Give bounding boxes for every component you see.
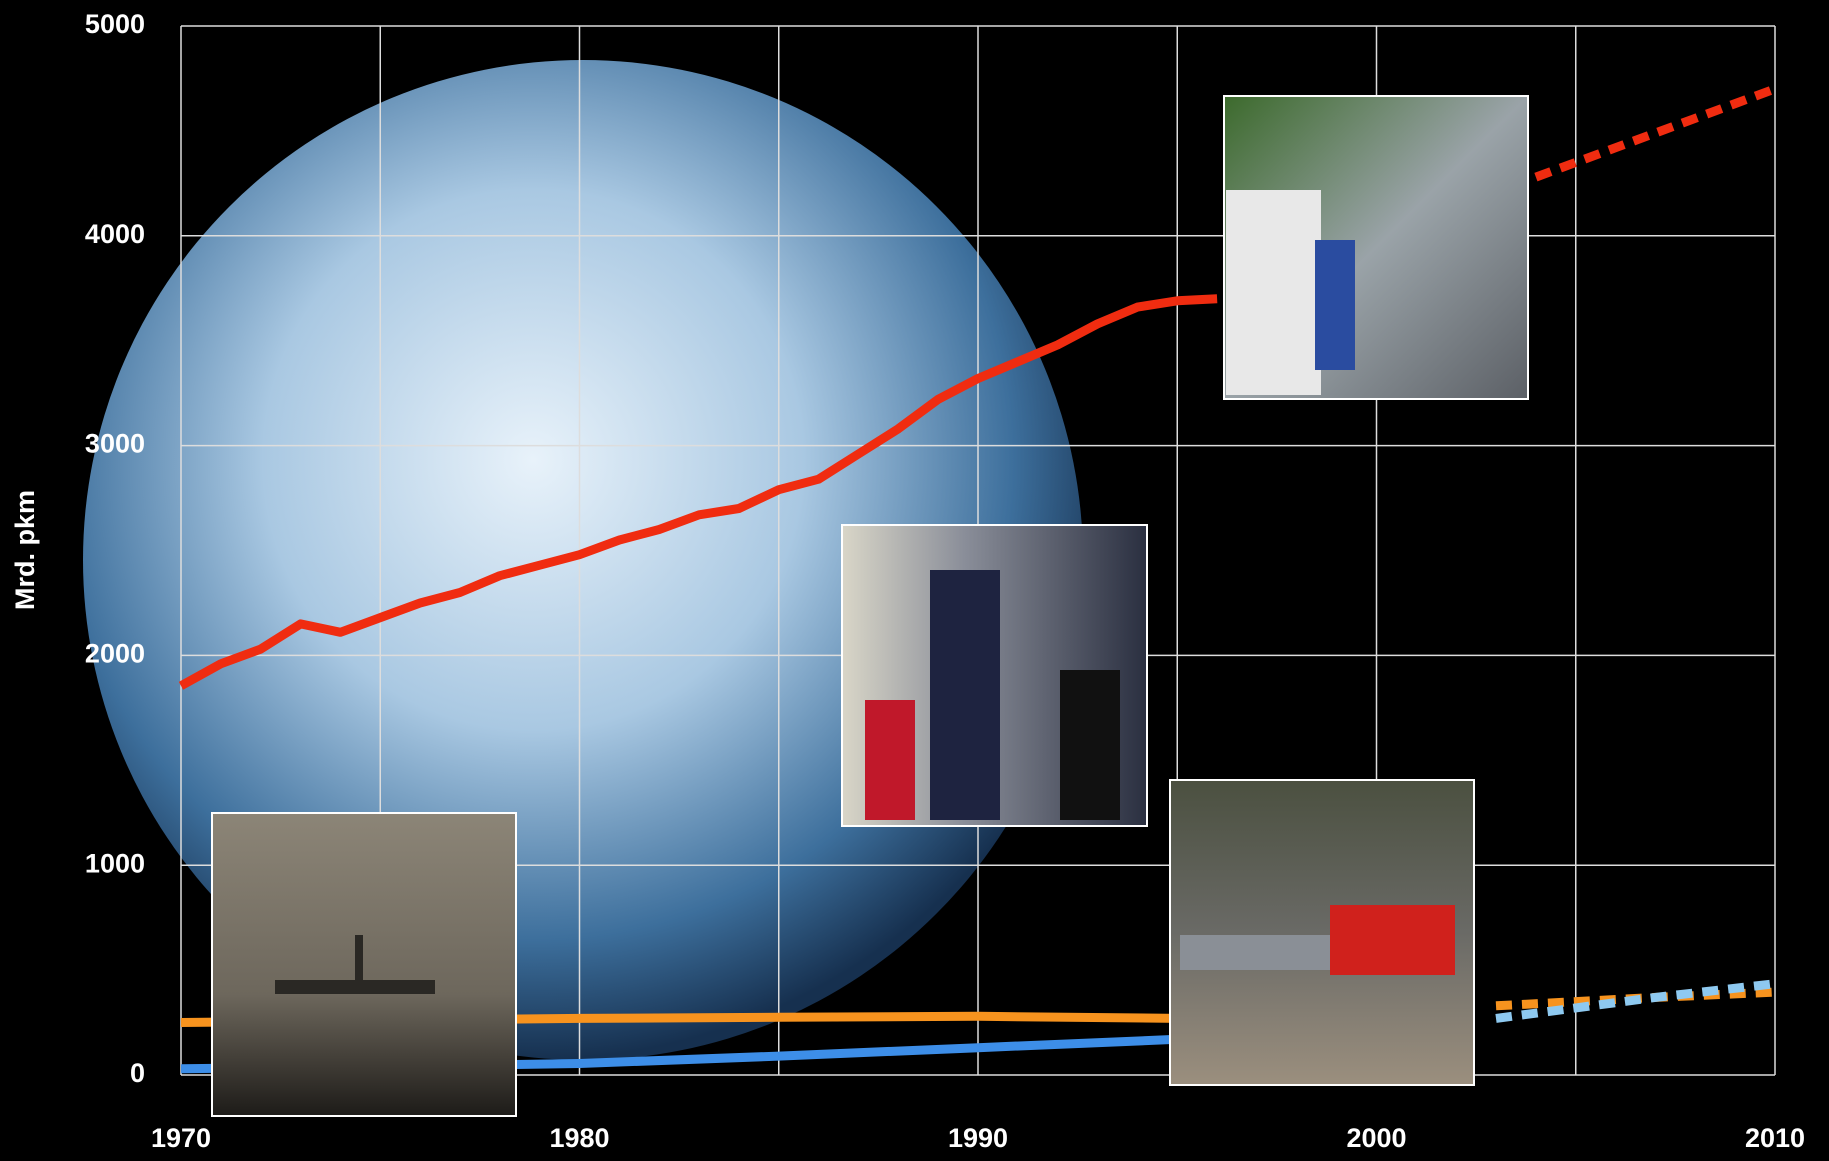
x-tick-label: 1970	[151, 1123, 211, 1153]
x-tick-label: 1990	[948, 1123, 1008, 1153]
traffic-photo	[1223, 95, 1529, 400]
y-tick-label: 4000	[85, 219, 145, 249]
train-photo	[1169, 779, 1475, 1086]
y-tick-label: 3000	[85, 429, 145, 459]
photos	[211, 95, 1529, 1117]
projection-line	[1534, 84, 1777, 182]
projection-line	[1495, 979, 1776, 1023]
x-tick-label: 2000	[1346, 1123, 1406, 1153]
commuters-photo	[841, 524, 1148, 827]
plane-photo	[211, 812, 517, 1117]
x-tick-label: 1980	[549, 1123, 609, 1153]
y-tick-label: 2000	[85, 639, 145, 669]
earth-image	[83, 60, 1083, 1060]
y-tick-label: 0	[130, 1058, 145, 1088]
y-axis-label: Mrd. pkm	[10, 490, 40, 610]
y-tick-label: 5000	[85, 9, 145, 39]
data-line	[178, 294, 1218, 690]
x-tick-label: 2010	[1745, 1123, 1805, 1153]
y-tick-label: 1000	[85, 848, 145, 878]
